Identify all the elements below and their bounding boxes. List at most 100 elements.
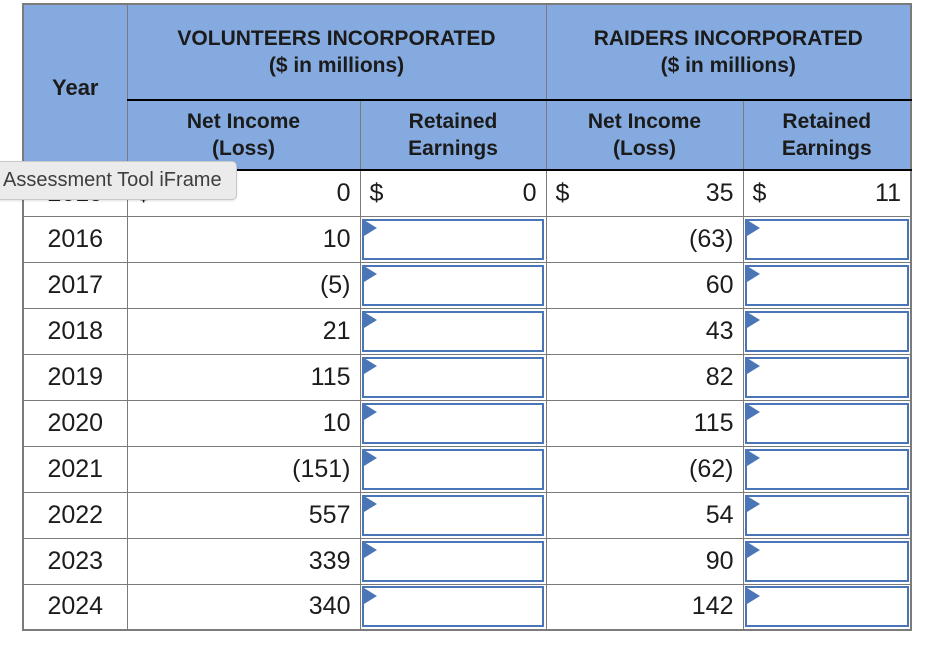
year-cell: 2019 [22,353,128,401]
year-cell: 2023 [22,537,128,585]
raid-retained-earnings-input[interactable] [745,218,909,260]
table-row-2018: 2018 21 43 [22,307,912,355]
company-header-volunteers: VOLUNTEERS INCORPORATED ($ in millions) [126,3,547,101]
company-subtitle: ($ in millions) [660,54,796,77]
cell-marker-icon [746,404,760,420]
col-header-line2: Earnings [781,137,872,160]
vol-retained-earnings-input[interactable] [362,218,544,260]
raid-net-income-cell: 142 [545,583,744,631]
vol-retained-earnings-input[interactable] [362,494,544,536]
year-cell: 2020 [22,399,128,447]
vol-retained-earnings-input[interactable] [362,586,544,628]
currency-symbol: $ [555,178,570,207]
cell-marker-icon [746,496,760,512]
vol-retained-earnings-input[interactable] [362,310,544,352]
currency-symbol: $ [752,178,767,207]
cell-marker-icon [363,404,377,420]
raid-retained-earnings-input[interactable] [745,264,909,306]
vol-retained-cell [359,491,547,539]
raid-retained-cell [742,353,912,401]
cell-marker-icon [363,266,377,282]
cell-marker-icon [746,220,760,236]
table-row-2019: 2019 115 82 [22,353,912,401]
vol-net-income-cell: (151) [126,445,361,493]
cell-marker-icon [363,450,377,466]
cell-value: 0 [336,178,351,207]
col-header-raid-retained: Retained Earnings [742,99,912,171]
company-name: VOLUNTEERS INCORPORATED [177,27,496,50]
retained-earnings-worksheet: Year VOLUNTEERS INCORPORATED ($ in milli… [22,3,912,631]
col-header-line1: Retained [408,110,498,133]
vol-net-income-cell: 21 [126,307,361,355]
cell-marker-icon [363,312,377,328]
cell-marker-icon [746,587,760,604]
col-header-line2: (Loss) [613,137,676,160]
vol-retained-cell [359,353,547,401]
col-header-line2: (Loss) [212,137,275,160]
vol-retained-cell [359,583,547,631]
raid-net-income-cell: $ 35 [545,169,744,217]
company-header-raiders: RAIDERS INCORPORATED ($ in millions) [545,3,912,101]
vol-retained-cell [359,445,547,493]
table-row-2020: 2020 10 115 [22,399,912,447]
cell-marker-icon [746,450,760,466]
iframe-tooltip: Assessment Tool iFrame [0,161,237,200]
raid-retained-earnings-input[interactable] [745,356,909,398]
vol-retained-earnings-input[interactable] [362,448,544,490]
raid-retained-earnings-input[interactable] [745,310,909,352]
col-header-line1: Net Income [587,110,702,133]
raid-retained-cell [742,583,912,631]
year-cell: 2022 [22,491,128,539]
vol-retained-earnings-input[interactable] [362,540,544,582]
raid-retained-cell [742,215,912,263]
cell-value: 35 [705,178,734,207]
col-header-line1: Retained [782,110,872,133]
cell-marker-icon [363,587,377,604]
raid-net-income-cell: 90 [545,537,744,585]
year-cell: 2021 [22,445,128,493]
year-column-header: Year [22,3,128,171]
currency-symbol: $ [369,178,384,207]
raid-retained-earnings-input[interactable] [745,402,909,444]
col-header-vol-retained: Retained Earnings [359,99,547,171]
table-row-2023: 2023 339 90 [22,537,912,585]
vol-net-income-cell: 339 [126,537,361,585]
col-header-vol-net-income: Net Income (Loss) [126,99,361,171]
vol-net-income-cell: (5) [126,261,361,309]
vol-net-income-cell: 340 [126,583,361,631]
raid-retained-earnings-input[interactable] [745,540,909,582]
raid-retained-earnings-input[interactable] [745,494,909,536]
raid-retained-cell [742,307,912,355]
vol-retained-cell [359,399,547,447]
raid-retained-earnings-input[interactable] [745,586,909,628]
raid-net-income-cell: 115 [545,399,744,447]
vol-net-income-cell: 10 [126,399,361,447]
vol-retained-cell [359,261,547,309]
cell-marker-icon [363,542,377,558]
raid-net-income-cell: 43 [545,307,744,355]
raid-retained-cell [742,491,912,539]
vol-retained-earnings-input[interactable] [362,264,544,306]
raid-retained-cell: $ 11 [742,169,912,217]
cell-marker-icon [363,358,377,374]
vol-net-income-cell: 115 [126,353,361,401]
vol-retained-earnings-input[interactable] [362,356,544,398]
company-name: RAIDERS INCORPORATED [593,27,863,50]
year-cell: 2017 [22,261,128,309]
cell-marker-icon [363,220,377,236]
cell-marker-icon [746,312,760,328]
vol-retained-earnings-input[interactable] [362,402,544,444]
year-cell: 2024 [22,583,128,631]
vol-retained-cell [359,307,547,355]
table-row-2017: 2017 (5) 60 [22,261,912,309]
raid-net-income-cell: (62) [545,445,744,493]
year-cell: 2016 [22,215,128,263]
col-header-line1: Net Income [186,110,301,133]
vol-retained-cell: $ 0 [359,169,547,217]
col-header-raid-net-income: Net Income (Loss) [545,99,744,171]
table-row-2016: 2016 10 (63) [22,215,912,263]
company-subtitle: ($ in millions) [268,54,405,77]
raid-retained-cell [742,399,912,447]
vol-net-income-cell: 557 [126,491,361,539]
raid-retained-earnings-input[interactable] [745,448,909,490]
